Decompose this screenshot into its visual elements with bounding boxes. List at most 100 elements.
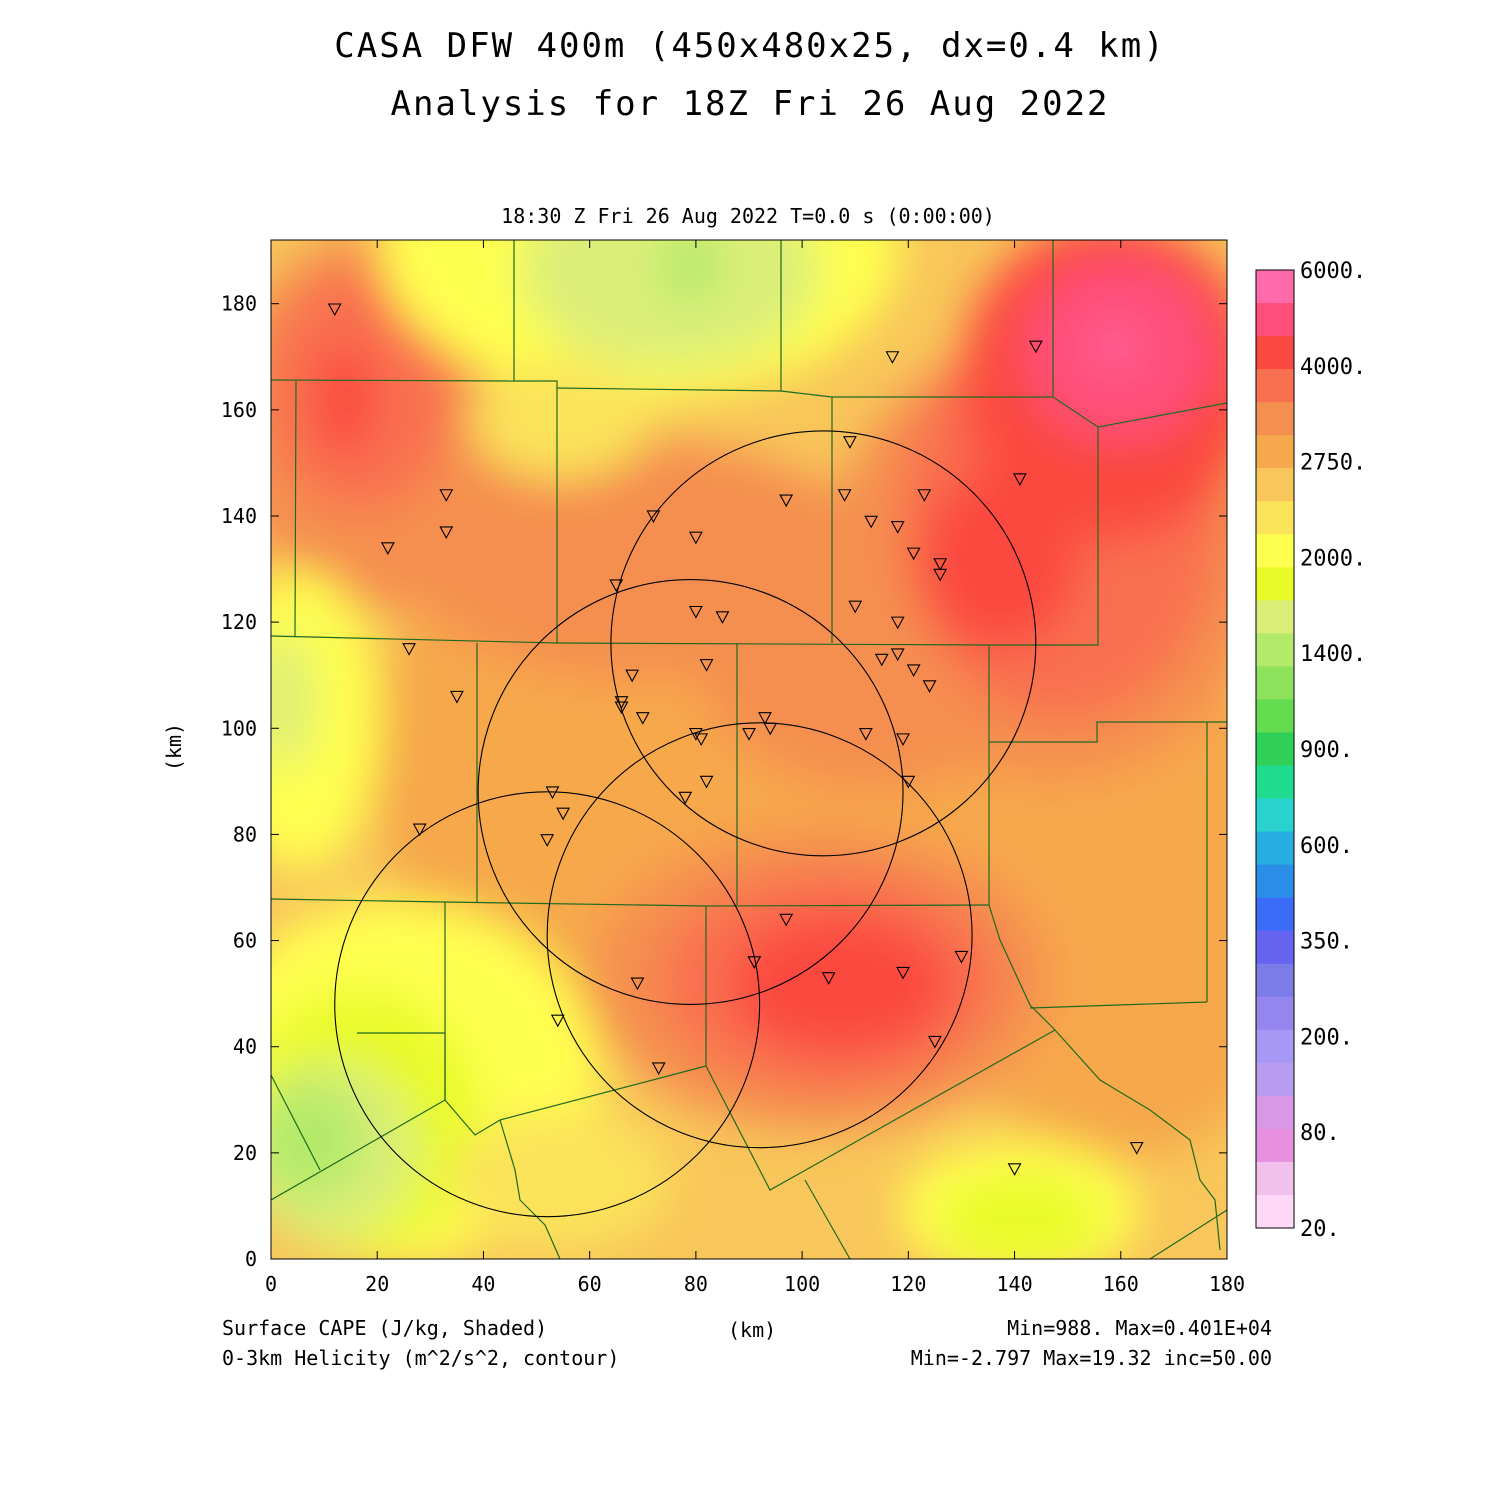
- station-marker: [651, 1062, 666, 1076]
- station-marker: [954, 950, 969, 964]
- colorbar-swatch: [1256, 666, 1294, 700]
- y-tick-label: 60: [233, 929, 257, 953]
- station-marker: [896, 733, 910, 747]
- colorbar-label: 20.: [1300, 1217, 1340, 1242]
- colorbar-swatch: [1256, 435, 1294, 469]
- main-title-line1: CASA DFW 400m (450x480x25, dx=0.4 km): [334, 26, 1166, 66]
- valid-time-subtitle: 18:30 Z Fri 26 Aug 2022 T=0.0 s (0:00:00…: [501, 204, 995, 228]
- colorbar-swatch: [1256, 963, 1294, 998]
- colorbar-label: 1400.: [1300, 642, 1366, 667]
- colorbar-label: 4000.: [1300, 355, 1366, 380]
- radar-circle: [334, 791, 761, 1218]
- cape-shading: [271, 240, 1227, 1259]
- station-markers: [327, 303, 1144, 1176]
- radar-circle: [610, 430, 1037, 857]
- station-marker: [715, 611, 730, 624]
- county-boundaries: [271, 240, 1227, 1259]
- station-marker: [678, 791, 693, 805]
- y-tick-label: 180: [221, 292, 257, 316]
- x-tick-label: 180: [1209, 1272, 1245, 1296]
- station-marker: [890, 521, 905, 534]
- y-axis: 0 20 40 60 80 100 120 140 160 180: [221, 292, 1227, 1271]
- station-marker: [1012, 473, 1027, 486]
- station-marker: [933, 568, 948, 582]
- station-marker: [609, 579, 624, 593]
- station-marker: [556, 807, 571, 821]
- colorbar-swatch: [1256, 501, 1294, 535]
- station-marker: [858, 728, 873, 741]
- x-axis: 0 20 40 60 80 100 120 140 160 180: [265, 240, 1245, 1296]
- colorbar-swatch: [1256, 765, 1294, 800]
- station-marker: [885, 351, 900, 364]
- x-tick-label: 0: [265, 1272, 277, 1296]
- station-marker: [933, 558, 948, 571]
- station-marker: [901, 775, 916, 789]
- station-marker: [842, 436, 857, 449]
- station-marker: [550, 1014, 565, 1028]
- radar-coverage-circles: [334, 430, 1037, 1218]
- x-tick-label: 40: [471, 1272, 495, 1296]
- x-tick-label: 140: [996, 1272, 1032, 1296]
- colorbar-label: 2750.: [1300, 451, 1366, 476]
- colorbar-swatch: [1256, 996, 1294, 1031]
- y-tick-label: 80: [233, 822, 257, 846]
- station-marker: [837, 489, 852, 502]
- colorbar-label: 900.: [1300, 738, 1353, 763]
- station-marker: [906, 547, 921, 561]
- y-tick-label: 40: [233, 1035, 257, 1059]
- colorbar-swatch: [1256, 534, 1294, 568]
- station-marker: [927, 1035, 942, 1049]
- colorbar-swatch: [1256, 1029, 1294, 1064]
- colorbar-swatch: [1256, 1062, 1294, 1097]
- station-marker: [694, 733, 709, 747]
- colorbar-swatch: [1256, 468, 1294, 502]
- x-tick-label: 60: [578, 1272, 602, 1296]
- colorbar-swatch: [1256, 798, 1294, 833]
- colorbar-label: 200.: [1300, 1025, 1353, 1050]
- station-marker: [635, 712, 650, 725]
- radar-circle: [546, 722, 973, 1149]
- station-marker: [1129, 1141, 1144, 1155]
- colorbar-swatch: [1256, 369, 1294, 403]
- y-tick-label: 140: [221, 504, 257, 528]
- station-marker: [688, 605, 703, 619]
- station-marker: [699, 659, 714, 672]
- station-marker: [380, 542, 395, 555]
- y-tick-label: 0: [245, 1247, 257, 1271]
- station-marker: [917, 489, 932, 502]
- colorbar-swatch: [1256, 699, 1294, 733]
- colorbar-swatch: [1256, 930, 1294, 965]
- station-marker: [779, 913, 794, 927]
- station-marker: [439, 489, 454, 502]
- colorbar-swatch: [1256, 831, 1294, 866]
- station-marker: [874, 653, 889, 667]
- station-marker: [688, 531, 703, 545]
- station-marker: [439, 526, 454, 540]
- colorbar-swatch: [1256, 633, 1294, 667]
- station-marker: [1028, 340, 1043, 354]
- colorbar-label: 80.: [1300, 1121, 1340, 1146]
- colorbar-swatch: [1256, 1161, 1294, 1196]
- colorbar-swatch: [1256, 864, 1294, 899]
- x-tick-label: 100: [784, 1272, 820, 1296]
- station-marker: [848, 600, 863, 614]
- station-marker: [625, 669, 640, 683]
- main-title-line2: Analysis for 18Z Fri 26 Aug 2022: [390, 84, 1110, 124]
- station-marker: [540, 834, 555, 847]
- y-tick-label: 120: [221, 610, 257, 634]
- station-marker: [747, 956, 762, 969]
- station-marker: [922, 680, 937, 693]
- station-marker: [821, 972, 836, 985]
- station-marker: [402, 643, 417, 656]
- y-axis-unit: (km): [162, 722, 187, 772]
- colorbar-swatch: [1256, 732, 1294, 767]
- station-marker: [758, 712, 772, 725]
- station-marker: [1007, 1163, 1022, 1176]
- station-marker: [906, 664, 921, 678]
- station-marker: [545, 786, 560, 800]
- station-marker: [412, 823, 427, 837]
- station-marker: [864, 515, 879, 529]
- y-tick-label: 100: [221, 716, 257, 740]
- station-marker: [890, 648, 905, 662]
